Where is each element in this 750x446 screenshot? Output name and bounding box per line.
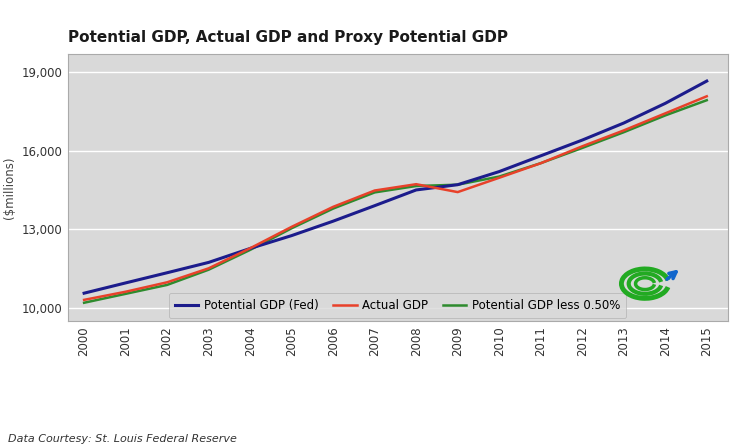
Text: Potential GDP, Actual GDP and Proxy Potential GDP: Potential GDP, Actual GDP and Proxy Pote…: [68, 30, 508, 45]
Legend: Potential GDP (Fed), Actual GDP, Potential GDP less 0.50%: Potential GDP (Fed), Actual GDP, Potenti…: [169, 293, 626, 318]
Y-axis label: ($millions): ($millions): [3, 156, 16, 219]
Text: Data Courtesy: St. Louis Federal Reserve: Data Courtesy: St. Louis Federal Reserve: [8, 434, 236, 444]
